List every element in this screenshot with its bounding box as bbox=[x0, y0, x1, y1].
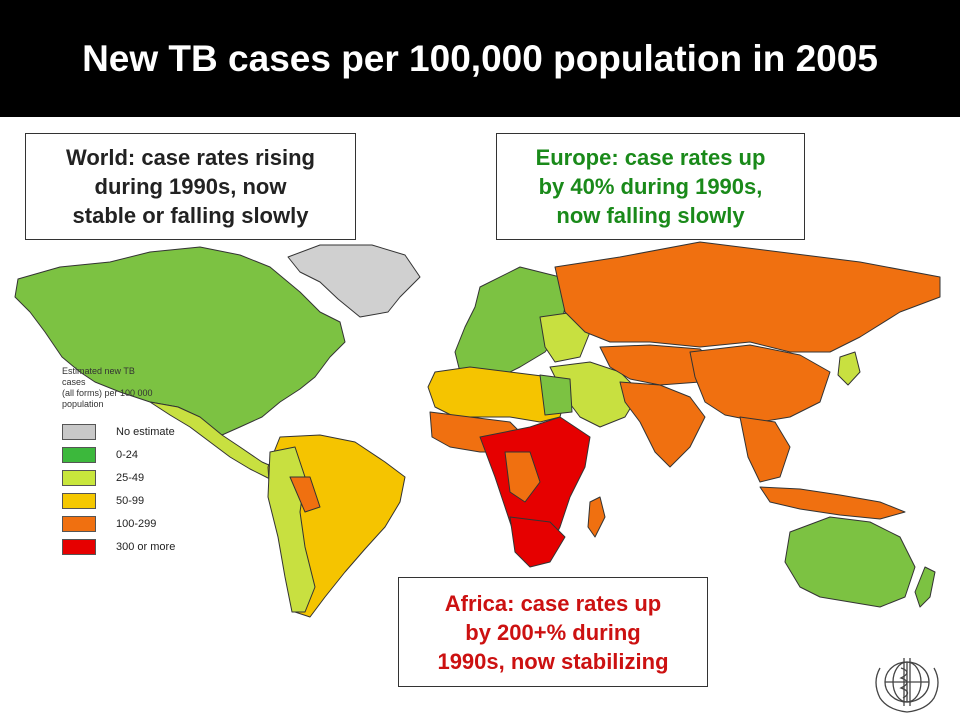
north-africa bbox=[427, 366, 566, 423]
australia bbox=[784, 516, 916, 608]
north-america bbox=[14, 246, 346, 436]
legend-swatch bbox=[62, 493, 96, 509]
legend-title-line: (all forms) per 100 000 bbox=[62, 388, 153, 398]
callout-africa-line-3: 1990s, now stabilizing bbox=[437, 648, 669, 674]
southern-africa bbox=[509, 516, 566, 568]
legend-swatch bbox=[62, 424, 96, 440]
world-map bbox=[14, 241, 941, 618]
legend-swatch bbox=[62, 447, 96, 463]
callout-africa-line-2: by 200+% during bbox=[465, 619, 641, 645]
legend-label: 300 or more bbox=[116, 541, 176, 553]
legend-item: 0-24 bbox=[62, 447, 222, 464]
legend-item: 100-299 bbox=[62, 516, 222, 533]
legend-item: No estimate bbox=[62, 424, 222, 441]
legend-item: 25-49 bbox=[62, 470, 222, 487]
indonesia bbox=[759, 486, 906, 520]
andes-high bbox=[289, 476, 321, 513]
legend-label: 25-49 bbox=[116, 472, 145, 484]
legend-label: 0-24 bbox=[116, 449, 139, 461]
china bbox=[689, 344, 831, 423]
who-emblem-icon bbox=[875, 658, 939, 713]
south-asia bbox=[619, 381, 706, 468]
callout-world-line-1: World: case rates rising bbox=[65, 145, 315, 170]
callout-europe: Europe: case rates up by 40% during 1990… bbox=[496, 133, 805, 240]
legend-label: 100-299 bbox=[116, 518, 157, 530]
legend-title-line: cases bbox=[62, 377, 86, 387]
page-title: New TB cases per 100,000 population in 2… bbox=[82, 38, 878, 79]
legend-item: 300 or more bbox=[62, 539, 222, 556]
legend-title: Estimated new TB cases (all forms) per 1… bbox=[62, 366, 182, 410]
legend-swatch bbox=[62, 516, 96, 532]
callout-world-line-2: during 1990s, now bbox=[94, 174, 287, 199]
legend-swatch bbox=[62, 470, 96, 486]
russia bbox=[554, 241, 941, 353]
callout-world: World: case rates rising during 1990s, n… bbox=[25, 133, 356, 240]
legend-label: 50-99 bbox=[116, 495, 145, 507]
title-bar: New TB cases per 100,000 population in 2… bbox=[0, 0, 960, 117]
greenland bbox=[287, 244, 421, 318]
southeast-asia bbox=[739, 416, 791, 483]
callout-europe-line-1: Europe: case rates up bbox=[535, 145, 766, 170]
egypt bbox=[539, 374, 573, 416]
legend-title-line: Estimated new TB bbox=[62, 366, 135, 376]
callout-africa: Africa: case rates up by 200+% during 19… bbox=[398, 577, 708, 687]
callout-europe-line-3: now falling slowly bbox=[556, 203, 745, 228]
callout-world-line-3: stable or falling slowly bbox=[72, 203, 309, 228]
central-africa bbox=[504, 451, 541, 503]
new-zealand bbox=[914, 566, 936, 608]
japan bbox=[837, 351, 861, 386]
legend-swatch bbox=[62, 539, 96, 555]
legend-label: No estimate bbox=[116, 426, 175, 438]
map-legend: Estimated new TB cases (all forms) per 1… bbox=[62, 366, 202, 555]
legend-title-line: population bbox=[62, 399, 104, 409]
legend-item: 50-99 bbox=[62, 493, 222, 510]
callout-africa-line-1: Africa: case rates up bbox=[444, 590, 662, 616]
madagascar bbox=[587, 496, 606, 538]
callout-europe-line-2: by 40% during 1990s, bbox=[538, 174, 763, 199]
